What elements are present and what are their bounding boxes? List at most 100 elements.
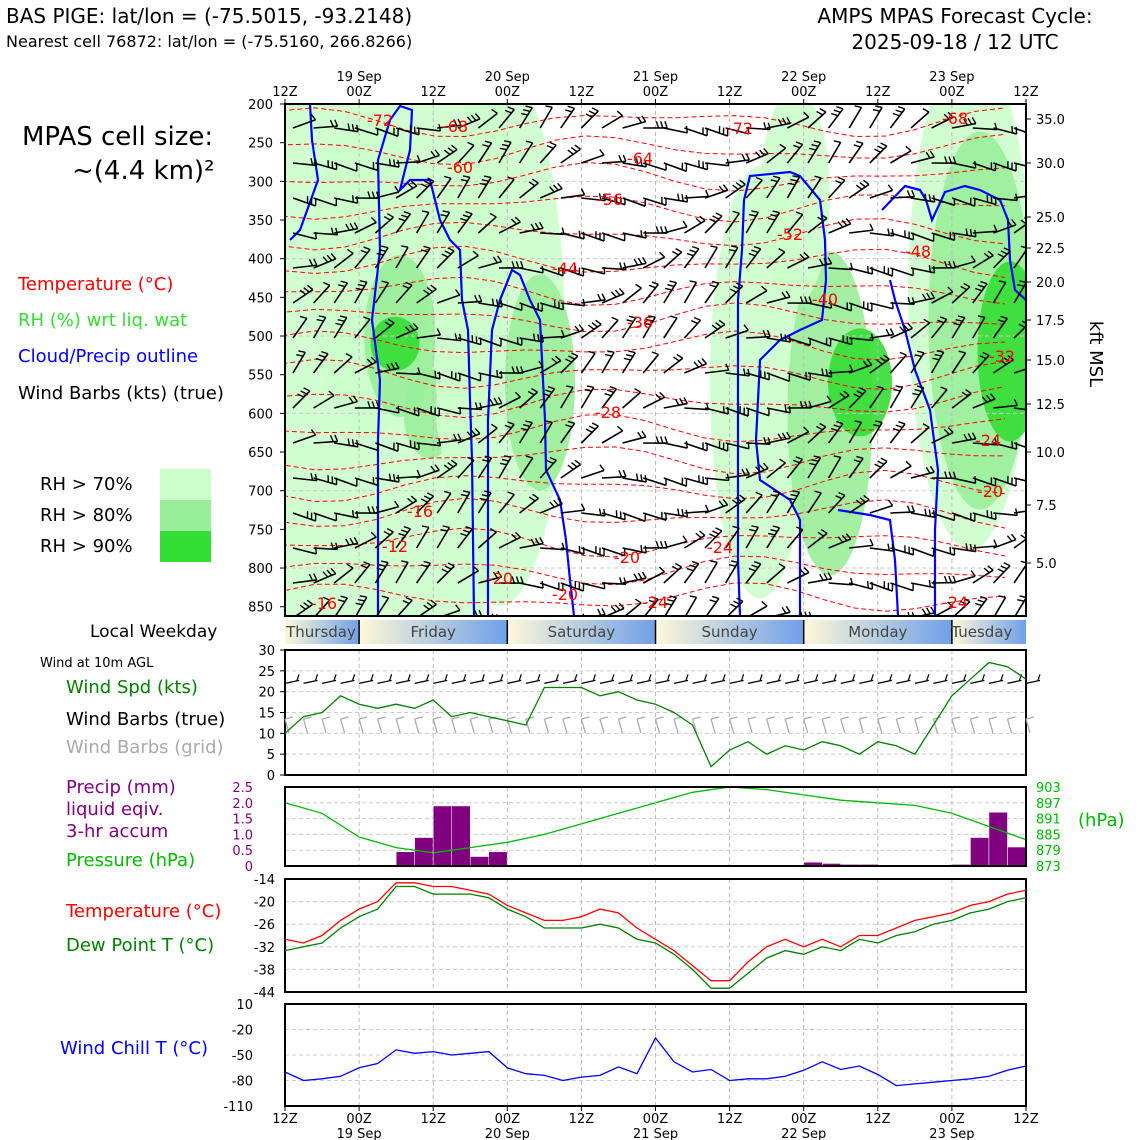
surface-wind-barb-true (396, 679, 411, 684)
surface-wind-barb-true (914, 679, 929, 684)
wind-barb (807, 175, 822, 199)
wind-barb (334, 536, 359, 549)
surface-wind-barb-grid (302, 718, 309, 734)
wind-barb (931, 471, 957, 480)
wind-barb (313, 434, 339, 444)
surface-wind-barb-true (852, 674, 856, 681)
wind-barb (498, 531, 521, 549)
wind-barb (724, 560, 739, 584)
wind-barb (437, 118, 462, 129)
wind-barb (704, 158, 730, 167)
wind-barb (786, 141, 804, 164)
temperature-contour-label: -24 (942, 593, 968, 612)
wind-barb (807, 395, 832, 409)
wind-barb (477, 528, 497, 549)
surface-wind-barb-grid (747, 716, 757, 720)
surface-wind-barb-grid (377, 718, 383, 734)
wind-barb (395, 155, 421, 164)
surface-wind-barb-true (1037, 674, 1041, 681)
height-axis-title: kft MSL (1085, 321, 1106, 387)
wind-barb (745, 525, 759, 549)
temperature-contour-label: -20 (977, 482, 1003, 501)
wind-barb (374, 245, 389, 269)
wind-barb (972, 224, 998, 234)
wind-barb (787, 251, 810, 269)
wind-barb (622, 230, 647, 239)
date-label-bottom: 19 Sep (337, 1127, 382, 1140)
wind-barb (622, 158, 647, 168)
wind-barb (766, 458, 786, 479)
wind-barb (766, 525, 781, 549)
wind-tick-label: 0 (267, 769, 275, 784)
wind-barb (457, 250, 479, 269)
time-tick-label-top: 12Z (569, 85, 595, 100)
isotherm (285, 582, 1006, 612)
wind-barb (416, 177, 435, 199)
wind-barb (498, 261, 524, 269)
pressure-tick-label: 891 (1036, 813, 1061, 828)
wind-barb (930, 316, 948, 339)
precip-tick-label: 0.5 (232, 844, 253, 859)
temperature-contour-label: -64 (627, 149, 653, 168)
height-tick-label: 17.5 (1036, 314, 1065, 329)
wind-barb (436, 525, 451, 549)
surface-wind-barb-true (870, 674, 874, 681)
wind-barb (477, 175, 492, 199)
wind-barb (993, 219, 1017, 234)
weekday-band (951, 620, 1026, 644)
surface-wind-barb-grid (321, 718, 327, 734)
wind-barb (972, 477, 997, 487)
wind-barb (992, 354, 1014, 374)
wind-barb (539, 582, 564, 592)
date-label-bottom: 21 Sep (633, 1127, 678, 1140)
wind-barb (786, 526, 804, 549)
time-tick-label-top: 00Z (346, 85, 372, 100)
wind-barb (498, 366, 524, 374)
pressure-tick-label: 700 (248, 485, 273, 500)
weekday-band (507, 620, 656, 644)
wind-barb (972, 162, 997, 172)
time-tick-label-top: 12Z (272, 85, 298, 100)
surface-wind-barb-grid (599, 718, 605, 734)
time-tick-label-bottom: 00Z (495, 1112, 521, 1127)
wind-barb (787, 371, 812, 381)
surface-wind-barb-true (1025, 679, 1041, 684)
surface-wind-barb-grid (377, 716, 386, 720)
wind-barb (807, 572, 833, 584)
time-tick-label-bottom: 12Z (420, 1112, 446, 1127)
wind-barb (704, 319, 726, 339)
chill-tick-label: -50 (232, 1049, 253, 1064)
wind-barb (580, 422, 600, 444)
wind-barb (642, 281, 660, 304)
wind-barb (951, 388, 972, 409)
wind-barb (580, 107, 599, 129)
wind-barb (375, 442, 399, 452)
wind-barb (477, 108, 498, 129)
wind-barb (952, 228, 977, 238)
wind-barb (436, 371, 461, 382)
forecast-cycle-line1: AMPS MPAS Forecast Cycle: (817, 4, 1093, 28)
wind-speed-legend: Wind Spd (kts) (66, 677, 198, 698)
surface-wind-barb-true (1000, 674, 1004, 681)
surface-wind-barb-grid (729, 716, 738, 720)
wind-barb (725, 324, 749, 339)
cloud-outline (837, 508, 900, 617)
surface-wind-barb-grid (451, 718, 457, 734)
wind-barb (745, 210, 759, 234)
wind-barb (663, 477, 688, 487)
wind-barb (869, 184, 894, 199)
surface-wind-barb-grid (951, 718, 957, 734)
wind-barb (415, 525, 430, 549)
wind-barb (910, 150, 935, 164)
pressure-legend: Pressure (hPa) (66, 850, 196, 871)
wind-barb (663, 508, 689, 518)
wind-barb (621, 315, 637, 339)
wind-barb (828, 491, 846, 514)
wind-barb (457, 141, 475, 164)
pressure-tick-label: 903 (1036, 781, 1061, 796)
wind-barb (478, 255, 503, 269)
surface-wind-barb-true (988, 679, 1004, 684)
wind-barb (395, 560, 409, 584)
wind-barb (952, 117, 977, 129)
wind-barb (683, 316, 702, 339)
